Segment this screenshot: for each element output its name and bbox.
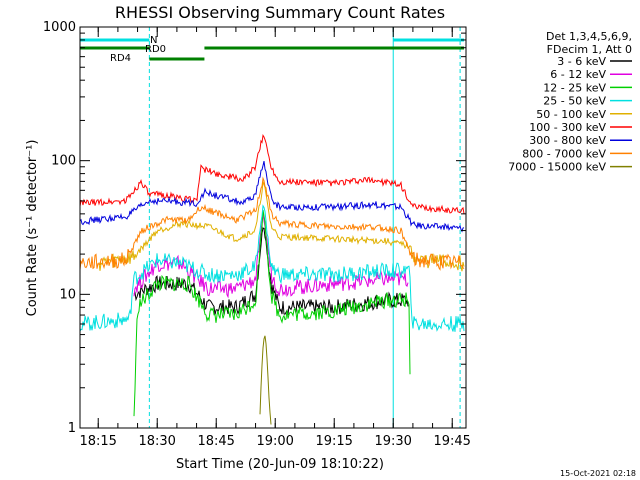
series-line-6 xyxy=(79,160,465,233)
y-tick-label-2: 100 xyxy=(51,154,76,169)
y-tick-label-0: 1 xyxy=(68,421,76,436)
legend-entry-label-2: 12 - 25 keV xyxy=(543,81,606,94)
annotation-n-label: N xyxy=(150,35,157,46)
x-tick-label-3: 19:00 xyxy=(256,434,293,449)
legend-entry-label-8: 7000 - 15000 keV xyxy=(508,161,606,174)
legend-entry-label-6: 300 - 800 keV xyxy=(529,134,606,147)
annotation-rd0-label: RD0 xyxy=(145,44,166,55)
x-tick-label-6: 19:45 xyxy=(433,434,470,449)
series-line-5 xyxy=(79,133,465,214)
series-line-8 xyxy=(259,335,272,425)
chart-title: RHESSI Observing Summary Count Rates xyxy=(115,3,445,22)
legend-entry-label-3: 25 - 50 keV xyxy=(543,95,606,108)
x-tick-label-2: 18:45 xyxy=(197,434,234,449)
legend-entry-label-1: 6 - 12 keV xyxy=(550,68,606,81)
x-tick-label-0: 18:15 xyxy=(79,434,116,449)
legend-entry-label-5: 100 - 300 keV xyxy=(529,121,606,134)
axes: 1 10 100 1000 18:15 18:30 18:45 19:00 19:15 19:30… xyxy=(43,20,471,449)
y-tick-label-3: 1000 xyxy=(43,20,76,35)
annotation-rd4-label: RD4 xyxy=(110,53,131,64)
y-axis-label: Count Rate (s⁻¹ detector⁻¹) xyxy=(25,140,40,317)
series-line-7 xyxy=(79,176,465,271)
legend-entry-label-4: 50 - 100 keV xyxy=(536,108,606,121)
legend-entry-label-7: 800 - 7000 keV xyxy=(522,147,606,160)
x-tick-label-1: 18:30 xyxy=(138,434,175,449)
timestamp: 15-Oct-2021 02:18 xyxy=(560,469,636,478)
x-tick-label-5: 19:30 xyxy=(374,434,411,449)
legend: Det 1,3,4,5,6,9,FDecim 1, Att 03 - 6 keV… xyxy=(508,30,632,174)
legend-header-line-1: FDecim 1, Att 0 xyxy=(547,43,632,56)
series-line-4 xyxy=(98,181,465,272)
series-line-3 xyxy=(79,204,465,332)
x-axis-label: Start Time (20-Jun-09 18:10:22) xyxy=(176,457,384,472)
series-line-2 xyxy=(133,209,411,417)
y-tick-label-1: 10 xyxy=(59,287,76,302)
legend-entry-label-0: 3 - 6 keV xyxy=(557,55,606,68)
x-tick-label-4: 19:15 xyxy=(315,434,352,449)
plot-frame xyxy=(79,26,467,429)
legend-header-line-0: Det 1,3,4,5,6,9, xyxy=(546,30,632,43)
